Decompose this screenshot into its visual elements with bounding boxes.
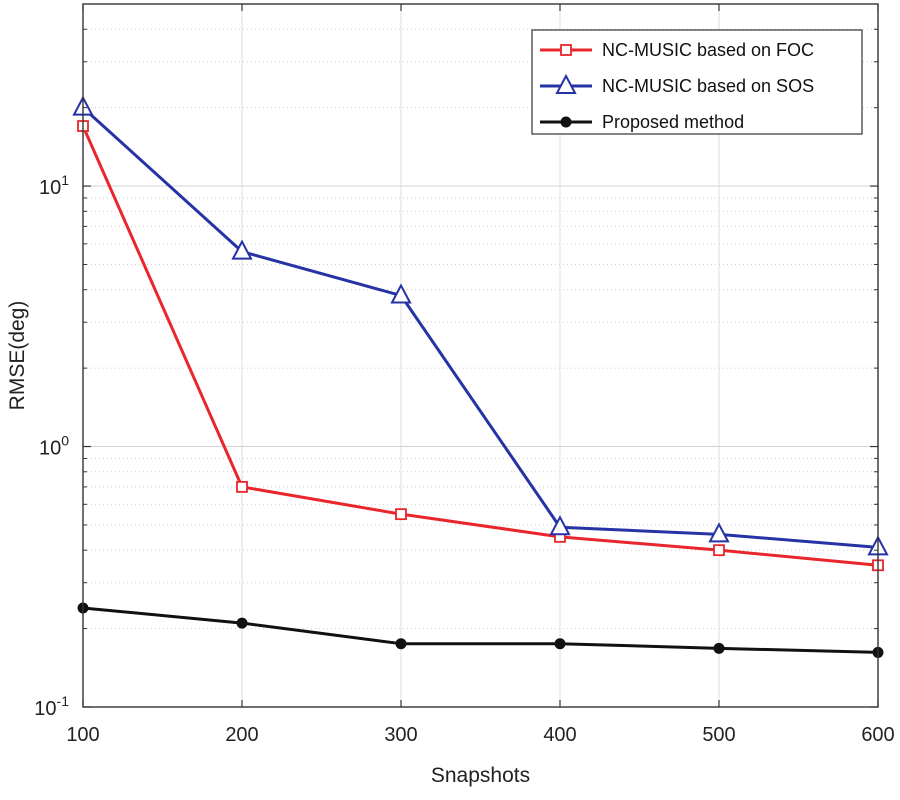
y-tick-label: 100 — [39, 433, 69, 460]
data-point — [395, 508, 407, 521]
legend-label: NC-MUSIC based on FOC — [602, 40, 814, 60]
x-tick-label: 600 — [861, 724, 894, 746]
data-point — [708, 522, 730, 543]
data-point — [554, 638, 566, 650]
x-tick-label: 300 — [384, 724, 417, 746]
series-line — [82, 606, 879, 654]
x-tick-label: 200 — [225, 724, 258, 746]
legend-entry: NC-MUSIC based on SOS — [540, 73, 814, 96]
series-line — [81, 125, 879, 567]
legend-marker — [555, 73, 577, 94]
legend: NC-MUSIC based on FOC NC-MUSIC based on S… — [531, 29, 863, 135]
series-line — [81, 106, 879, 549]
data-point — [549, 515, 571, 536]
x-tick-label: 400 — [543, 724, 576, 746]
axes — [82, 3, 879, 708]
data-point — [713, 642, 725, 654]
data-point — [395, 638, 407, 650]
legend-marker — [560, 44, 572, 56]
legend-label: Proposed method — [602, 112, 744, 132]
axes-box — [82, 3, 879, 708]
legend-entry: NC-MUSIC based on FOC — [540, 40, 814, 60]
y-axis-title: RMSE(deg) — [6, 301, 29, 411]
series-triangle — [72, 95, 889, 556]
data-point — [236, 617, 248, 629]
y-tick-label: 101 — [39, 172, 69, 199]
legend-label: NC-MUSIC based on SOS — [602, 76, 814, 96]
legend-entry: Proposed method — [540, 112, 744, 132]
data-point — [231, 239, 253, 260]
series-circle — [77, 602, 884, 658]
data-point — [236, 480, 248, 493]
data-point — [390, 283, 412, 304]
x-axis-title: Snapshots — [431, 764, 530, 787]
x-tick-label: 100 — [66, 724, 99, 746]
legend-box — [531, 29, 863, 135]
tick-labels: 100 200 300 400 500 600 10-1 100 101 — [34, 172, 894, 746]
x-tick-label: 500 — [702, 724, 735, 746]
data-point — [713, 544, 725, 557]
legend-marker — [560, 116, 572, 128]
y-tick-label: 10-1 — [34, 693, 69, 720]
